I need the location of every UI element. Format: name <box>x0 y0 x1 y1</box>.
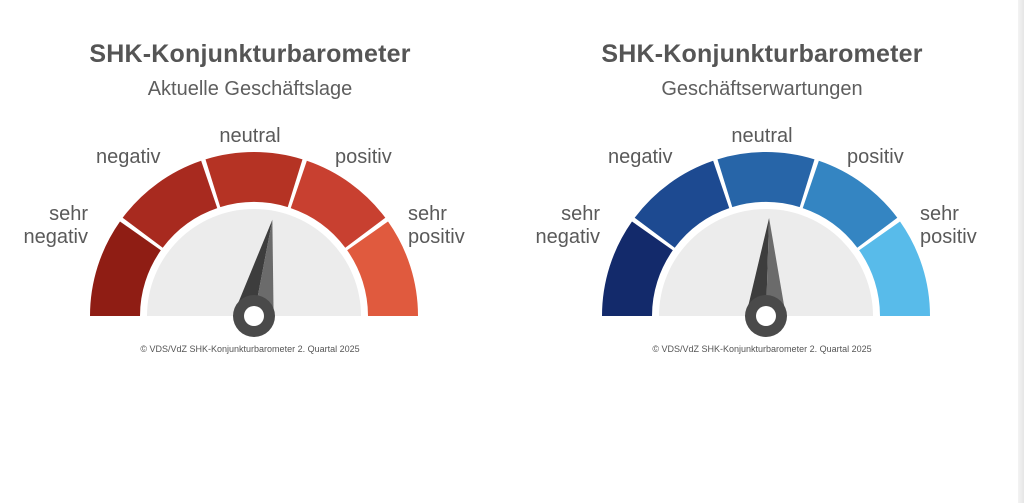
label-very-positive: sehr positiv <box>408 203 465 249</box>
label-very-positive-line2: positiv <box>920 226 977 248</box>
gauge-segment-neutral <box>717 152 815 208</box>
gauge-chart <box>602 152 930 337</box>
label-very-positive-line1: sehr <box>920 203 959 225</box>
label-very-negative: sehr negativ <box>8 203 89 249</box>
gauge-segment-negativ <box>634 160 730 248</box>
gauge-segment-neutral <box>205 152 303 208</box>
gauge-segment-sehr-positiv <box>347 221 418 316</box>
gauge-title: SHK-Konjunkturbarometer <box>89 40 411 68</box>
label-neutral: neutral <box>731 125 793 147</box>
gauge-segment-positiv <box>802 160 898 248</box>
gauge-needle-light-half <box>254 219 274 320</box>
gauge-chart <box>90 152 418 337</box>
copyright-note: © VDS/VdZ SHK-Konjunkturbarometer 2. Qua… <box>652 344 872 354</box>
label-very-positive: sehr positiv <box>920 203 977 249</box>
gauge-segment-sehr-negativ <box>602 221 673 316</box>
gauge-dial-face <box>147 209 361 316</box>
gauge-subtitle: Aktuelle Geschäftslage <box>147 78 353 100</box>
gauge-segment-negativ <box>122 160 218 248</box>
gauge-subtitle: Geschäftserwartungen <box>661 78 863 100</box>
gauge-panel-business-expectations: SHK-Konjunkturbarometer Geschäftserwartu… <box>512 0 1024 503</box>
label-very-negative-line2: negativ <box>23 226 89 248</box>
label-very-negative-line1: sehr <box>561 203 600 225</box>
gauge-needle-dark-half <box>234 219 273 316</box>
gauge-panel-business-situation: SHK-Konjunkturbarometer Aktuelle Geschäf… <box>8 40 465 354</box>
gauge-needle-light-half <box>766 218 786 317</box>
gauge-title: SHK-Konjunkturbarometer <box>601 40 923 68</box>
label-very-negative: sehr negativ <box>520 203 601 249</box>
copyright-note: © VDS/VdZ SHK-Konjunkturbarometer 2. Qua… <box>140 344 360 354</box>
label-very-positive-line2: positiv <box>408 226 465 248</box>
label-very-positive-line1: sehr <box>408 203 447 225</box>
gauge-needle-hub-center <box>756 306 776 326</box>
label-positive: positiv <box>847 146 904 168</box>
gauge-segment-sehr-negativ <box>90 221 161 316</box>
label-very-negative-line2: negativ <box>535 226 601 248</box>
label-neutral: neutral <box>219 125 281 147</box>
label-negative: negativ <box>608 146 673 168</box>
gauge-segment-sehr-positiv <box>859 221 930 316</box>
label-negative: negativ <box>96 146 161 168</box>
gauge-segment-positiv <box>290 160 386 248</box>
gauge-needle-dark-half <box>746 218 770 316</box>
label-positive: positiv <box>335 146 392 168</box>
label-very-negative-line1: sehr <box>49 203 88 225</box>
gauge-needle-hub-center <box>244 306 264 326</box>
page-edge-shadow <box>1018 0 1024 503</box>
